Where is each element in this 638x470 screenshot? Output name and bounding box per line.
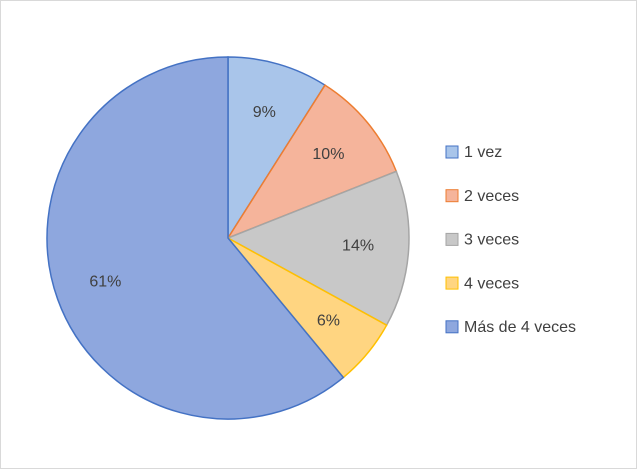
pie-slice	[226, 84, 398, 240]
data-label: 61%	[89, 273, 121, 290]
data-label: 6%	[317, 312, 340, 329]
pie-slice	[226, 170, 410, 327]
legend-swatch	[445, 232, 459, 246]
legend-label: 2 veces	[464, 188, 519, 205]
legend-swatch	[445, 320, 459, 334]
pie-slice	[46, 56, 345, 420]
data-label: 14%	[342, 237, 374, 254]
legend-label: Más de 4 veces	[464, 319, 576, 336]
legend-label: 4 veces	[464, 275, 519, 292]
pie-slice	[227, 56, 327, 241]
legend-label: 3 veces	[464, 232, 519, 249]
legend-swatch	[445, 276, 459, 290]
legend-swatch	[445, 189, 459, 203]
legend-swatch	[445, 145, 459, 159]
legend-label: 1 vez	[464, 144, 502, 161]
data-label: 9%	[253, 104, 276, 121]
data-label: 10%	[312, 146, 344, 163]
